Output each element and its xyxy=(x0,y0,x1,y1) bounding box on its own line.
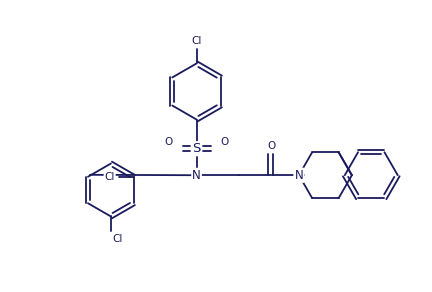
Text: Cl: Cl xyxy=(113,234,123,244)
Text: O: O xyxy=(220,137,229,147)
Text: S: S xyxy=(192,142,201,155)
Text: N: N xyxy=(295,169,303,182)
Text: N: N xyxy=(295,169,303,182)
Text: N: N xyxy=(192,169,201,182)
Text: O: O xyxy=(165,137,173,147)
Text: Cl: Cl xyxy=(105,172,115,182)
Text: Cl: Cl xyxy=(191,36,202,46)
Text: O: O xyxy=(267,141,276,151)
